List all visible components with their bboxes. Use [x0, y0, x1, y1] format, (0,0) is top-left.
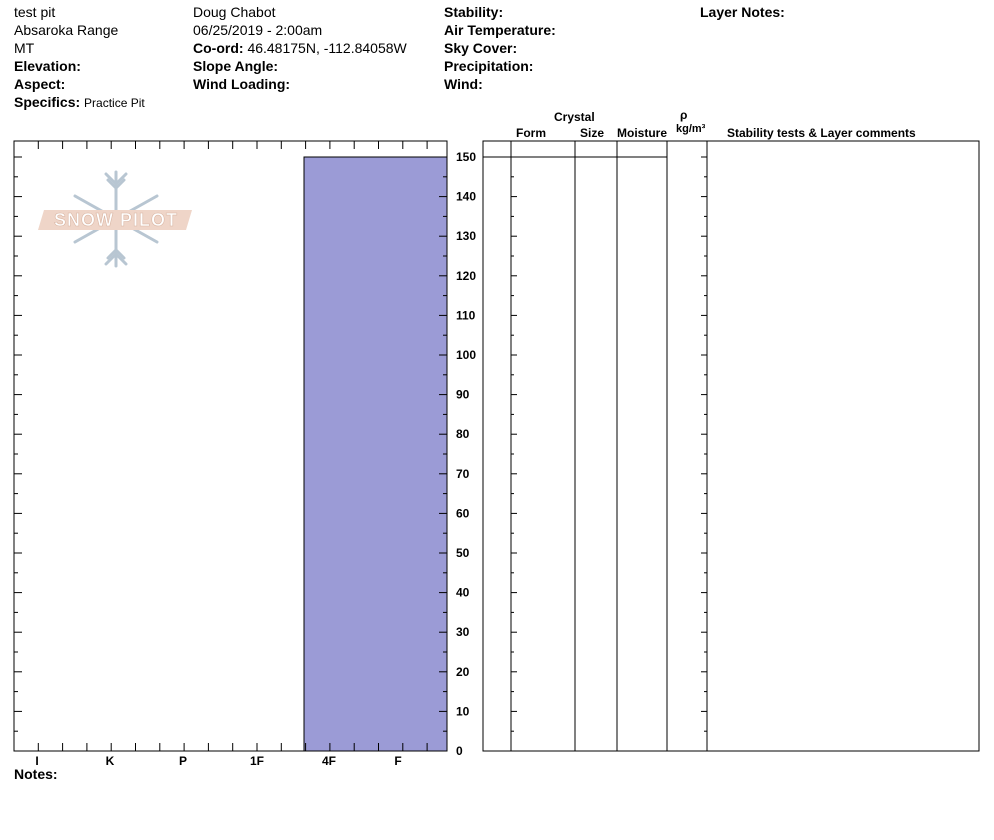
wind-loading-label: Wind Loading:	[193, 76, 291, 92]
aspect-label: Aspect:	[14, 76, 66, 92]
comments-header: Stability tests & Layer comments	[727, 126, 916, 140]
x-tick-label: P	[179, 754, 187, 768]
x-tick-label: 4F	[322, 754, 336, 768]
x-tick-label: K	[106, 754, 115, 768]
snow-pilot-logo: SNOW PILOT	[38, 170, 192, 268]
coordinates-row: Co-ord: 46.48175N, -112.84058W	[193, 40, 407, 57]
y-tick-label: 40	[456, 586, 470, 600]
coord-value: 46.48175N, -112.84058W	[247, 40, 407, 56]
y-tick-label: 90	[456, 388, 470, 402]
air-temp-label: Air Temperature:	[444, 22, 556, 38]
logo-banner	[38, 210, 192, 230]
y-tick-label: 150	[456, 150, 476, 164]
y-tick-label: 110	[456, 308, 476, 322]
range-name: Absaroka Range	[14, 22, 119, 38]
precipitation-label: Precipitation:	[444, 58, 534, 74]
size-header: Size	[580, 126, 605, 140]
state-name: MT	[14, 40, 35, 56]
y-tick-label: 60	[456, 506, 470, 520]
layer-notes-label: Layer Notes:	[700, 4, 785, 20]
pit-name: test pit	[14, 4, 56, 20]
stability-label: Stability:	[444, 4, 504, 20]
coord-label: Co-ord:	[193, 40, 244, 56]
specifics-row: Specifics: Practice Pit	[14, 94, 145, 112]
y-tick-label: 130	[456, 229, 476, 243]
crystal-table	[482, 140, 980, 752]
y-tick-label: 10	[456, 704, 470, 718]
sky-cover-label: Sky Cover:	[444, 40, 518, 56]
form-header: Form	[516, 126, 546, 140]
y-tick-label: 30	[456, 625, 470, 639]
specifics-value: Practice Pit	[84, 96, 145, 110]
elevation-label: Elevation:	[14, 58, 81, 74]
layers-group	[303, 156, 448, 752]
table-tick-group	[511, 156, 707, 752]
logo-text: SNOW PILOT	[54, 210, 178, 230]
x-tick-label: F	[394, 754, 401, 768]
y-tick-label: 100	[456, 348, 476, 362]
x-tick-label: 1F	[250, 754, 264, 768]
y-tick-label: 80	[456, 427, 470, 441]
moisture-header: Moisture	[617, 126, 668, 140]
wind-label: Wind:	[444, 76, 483, 92]
y-tick-label: 0	[456, 744, 463, 758]
hardness-layer-bar	[303, 156, 448, 752]
crystal-header: Crystal	[554, 110, 595, 124]
density-unit-header: kg/m³	[676, 123, 706, 135]
crystal-table-frame	[482, 140, 980, 752]
x-tick-group: I K P 1F 4F F	[13, 141, 428, 768]
y-tick-label: 70	[456, 467, 470, 481]
observation-datetime: 06/25/2019 - 2:00am	[193, 22, 323, 38]
y-tick-label: 20	[456, 665, 470, 679]
observer-name: Doug Chabot	[193, 4, 276, 20]
slope-angle-label: Slope Angle:	[193, 58, 279, 74]
notes-label: Notes:	[14, 766, 58, 782]
y-tick-label: 120	[456, 269, 476, 283]
x-tick-label: I	[35, 754, 38, 768]
rho-header: ρ	[680, 108, 688, 122]
y-tick-label: 50	[456, 546, 470, 560]
specifics-label: Specifics:	[14, 94, 81, 110]
y-tick-label: 140	[456, 190, 476, 204]
y-tick-group: 0 10 20 30 40 50 60 70 80 90 100 110 120 130 140 150	[14, 150, 476, 758]
